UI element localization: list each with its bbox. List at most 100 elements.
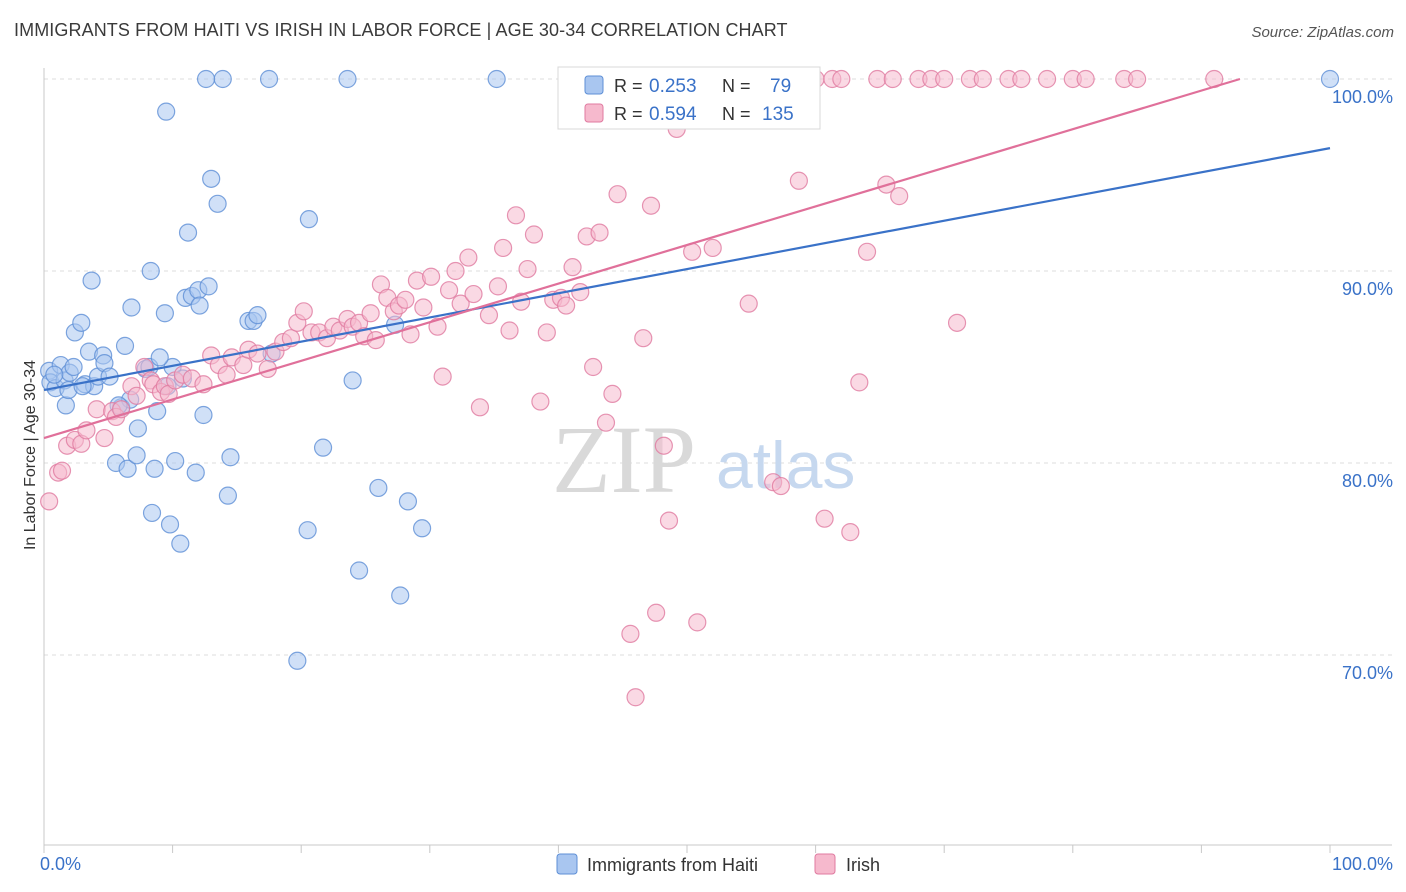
irish-point-65 (479, 306, 499, 325)
irish-point-77 (557, 296, 576, 315)
irish-point-87 (621, 624, 640, 643)
irish-point-68 (500, 321, 519, 340)
irish-point-63 (464, 284, 483, 304)
irish-point-118 (868, 69, 887, 89)
irish-point-79 (571, 283, 590, 302)
y-tick-label-80: 80.0% (1342, 471, 1393, 491)
irish-point-127 (973, 69, 992, 89)
legend-item-irish-swatch (814, 853, 836, 875)
haiti-point-29 (141, 261, 160, 281)
irish-point-114 (832, 69, 851, 89)
irish-point-120 (883, 69, 902, 89)
haiti-point-30 (142, 503, 162, 523)
irish-point-129 (1012, 69, 1031, 89)
legend-item-haiti-swatch (556, 853, 578, 875)
haiti-point-42 (178, 223, 198, 242)
haiti-point-69 (391, 586, 410, 605)
irish-point-90 (641, 196, 661, 215)
irish-point-99 (703, 238, 722, 258)
watermark-zip: ZIP (552, 406, 696, 513)
haiti-point-39 (171, 534, 190, 553)
source-label: Source: ZipAtlas.com (1251, 24, 1394, 41)
y-axis-title: In Labor Force | Age 30-34 (22, 360, 39, 550)
irish-point-66 (488, 277, 508, 296)
haiti-point-64 (338, 69, 357, 89)
irish-point-64 (470, 398, 490, 417)
haiti-point-50 (202, 169, 221, 188)
haiti-point-75 (73, 377, 92, 396)
haiti-point-54 (221, 448, 240, 467)
haiti-point-71 (412, 519, 432, 538)
x-tick-labels: 0.0% 100.0% (40, 854, 1393, 874)
legend-r-value-haiti: 0.253 (649, 76, 697, 97)
haiti-point-44 (186, 463, 205, 482)
series-irish-points (40, 69, 1224, 707)
irish-point-71 (518, 259, 537, 279)
irish-point-134 (1127, 69, 1147, 89)
irish-point-72 (524, 225, 544, 244)
haiti-point-57 (248, 306, 267, 325)
haiti-point-34 (157, 102, 176, 121)
irish-point-92 (654, 436, 673, 455)
haiti-point-67 (369, 478, 388, 498)
x-tick-label-0: 0.0% (40, 854, 81, 874)
irish-point-82 (590, 223, 609, 242)
irish-point-121 (890, 187, 909, 206)
watermark: ZIP atlas (552, 406, 855, 513)
haiti-point-53 (218, 486, 237, 505)
correlation-legend: R = 0.253 N = 79 R = 0.594 N = 135 (557, 66, 821, 130)
irish-point-132 (1076, 69, 1095, 89)
irish-point-58 (433, 367, 452, 386)
haiti-point-8 (64, 357, 83, 377)
irish-point-124 (935, 69, 954, 89)
haiti-point-5 (56, 396, 75, 415)
haiti-point-32 (148, 402, 167, 421)
haiti-point-10 (72, 313, 91, 332)
irish-point-0 (40, 492, 59, 511)
irish-point-36 (294, 302, 313, 321)
haiti-point-63 (313, 438, 333, 457)
haiti-point-78 (45, 365, 64, 384)
irish-point-52 (396, 290, 415, 309)
haiti-point-49 (199, 277, 218, 296)
irish-point-130 (1037, 69, 1057, 89)
irish-point-2 (52, 461, 72, 480)
haiti-point-66 (349, 561, 369, 580)
legend-item-irish: Irish (846, 855, 880, 875)
irish-point-8 (95, 428, 114, 448)
irish-point-83 (596, 413, 616, 432)
irish-point-115 (841, 523, 860, 542)
irish-point-97 (688, 613, 707, 632)
y-tick-label-90: 90.0% (1342, 279, 1393, 299)
y-tick-label-100: 100.0% (1332, 87, 1393, 107)
axes (43, 68, 1392, 853)
haiti-point-31 (145, 459, 164, 478)
irish-point-84 (603, 384, 622, 403)
haiti-point-51 (208, 194, 227, 213)
chart-title: IMMIGRANTS FROM HAITI VS IRISH IN LABOR … (14, 20, 788, 40)
legend-r-label-irish: R = (614, 104, 643, 124)
haiti-point-61 (298, 521, 317, 540)
haiti-point-13 (82, 271, 101, 290)
series-legend: Immigrants from Haiti Irish (556, 853, 880, 875)
haiti-point-47 (194, 405, 213, 425)
haiti-point-52 (213, 69, 232, 89)
legend-item-haiti: Immigrants from Haiti (587, 855, 758, 875)
legend-n-label-irish: N = (722, 104, 751, 124)
irish-point-109 (789, 171, 808, 190)
haiti-point-60 (288, 651, 307, 670)
haiti-point-62 (299, 210, 319, 229)
haiti-point-48 (196, 69, 216, 89)
haiti-point-36 (160, 515, 180, 534)
haiti-point-33 (155, 304, 174, 323)
irish-point-125 (947, 313, 967, 332)
irish-point-56 (421, 267, 441, 286)
irish-point-117 (857, 242, 877, 261)
legend-r-label-haiti: R = (614, 76, 643, 96)
irish-point-59 (439, 281, 459, 300)
haiti-point-65 (343, 371, 362, 390)
y-tick-label-70: 70.0% (1342, 663, 1393, 683)
legend-n-label-haiti: N = (722, 76, 751, 96)
irish-point-30 (248, 344, 267, 363)
